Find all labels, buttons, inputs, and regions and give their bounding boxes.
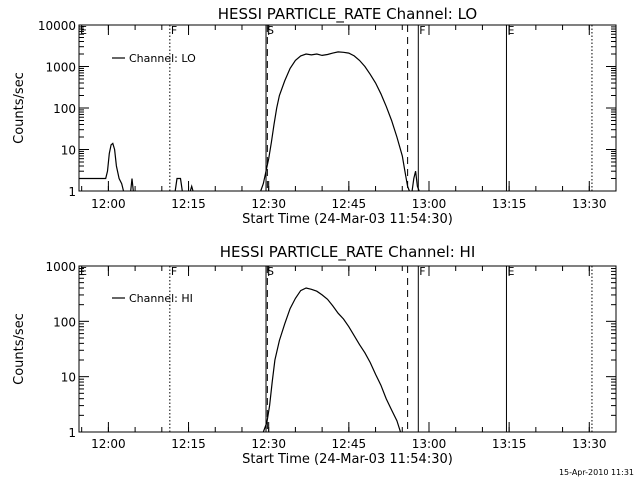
- series-line: [260, 51, 410, 192]
- y-tick-label: 1000: [45, 61, 76, 75]
- x-tick-label: 13:30: [572, 437, 607, 451]
- event-marker-label: F: [419, 24, 425, 37]
- series-line: [189, 184, 194, 192]
- x-tick-label: 13:00: [412, 197, 447, 211]
- x-tick-label: 12:15: [171, 197, 206, 211]
- x-tick-label: 12:30: [251, 437, 286, 451]
- x-axis-label: Start Time (24-Mar-03 11:54:30): [242, 212, 453, 227]
- y-tick-label: 100: [53, 315, 76, 329]
- event-marker-label: F: [171, 24, 177, 37]
- plot-frame: [78, 265, 617, 433]
- x-tick-label: 13:15: [492, 437, 527, 451]
- x-tick-label: 12:00: [91, 437, 126, 451]
- event-marker-label: S: [267, 265, 274, 278]
- y-axis-label: Counts/sec: [12, 72, 27, 144]
- chart-panel-2: HESSI PARTICLE_RATE Channel: HI 1 10 100 100…: [12, 243, 617, 467]
- legend-entry: Channel: LO: [129, 52, 196, 65]
- series-line: [262, 287, 402, 433]
- series-line: [130, 178, 134, 192]
- x-tick-label: 13:15: [492, 197, 527, 211]
- legend-entry: Channel: HI: [129, 292, 193, 305]
- x-tick-label: 12:00: [91, 197, 126, 211]
- plot-timestamp: 15-Apr-2010 11:31: [558, 468, 634, 477]
- chart-title: HESSI PARTICLE_RATE Channel: HI: [220, 243, 476, 262]
- event-marker-label: F: [419, 265, 425, 278]
- y-tick-label: 10000: [38, 19, 76, 33]
- event-marker-label: E: [80, 265, 87, 278]
- x-tick-label: 13:00: [412, 437, 447, 451]
- plot-frame: [78, 24, 617, 192]
- x-tick-label: 12:45: [332, 437, 367, 451]
- series-line: [411, 171, 420, 192]
- event-marker-label: E: [507, 24, 514, 37]
- x-tick-label: 12:30: [251, 197, 286, 211]
- event-marker-label: S: [267, 24, 274, 37]
- x-tick-label: 12:45: [332, 197, 367, 211]
- x-tick-label: 12:15: [171, 437, 206, 451]
- y-tick-label: 1000: [45, 260, 76, 274]
- chart-title: HESSI PARTICLE_RATE Channel: LO: [218, 5, 477, 24]
- event-marker-label: F: [171, 265, 177, 278]
- x-tick-label: 13:30: [572, 197, 607, 211]
- y-tick-label: 1: [68, 426, 76, 440]
- y-tick-label: 100: [53, 102, 76, 116]
- y-tick-label: 10: [61, 371, 76, 385]
- y-tick-label: 1: [68, 185, 76, 199]
- series-line: [79, 142, 125, 192]
- event-marker-label: E: [507, 265, 514, 278]
- chart-panel-1: HESSI PARTICLE_RATE Channel: LO 1 10 100 100…: [12, 5, 617, 227]
- y-tick-label: 10: [61, 144, 76, 158]
- y-axis-label: Counts/sec: [12, 313, 27, 385]
- x-axis-label: Start Time (24-Mar-03 11:54:30): [242, 452, 453, 467]
- event-marker-label: E: [80, 24, 87, 37]
- series-line: [174, 177, 183, 192]
